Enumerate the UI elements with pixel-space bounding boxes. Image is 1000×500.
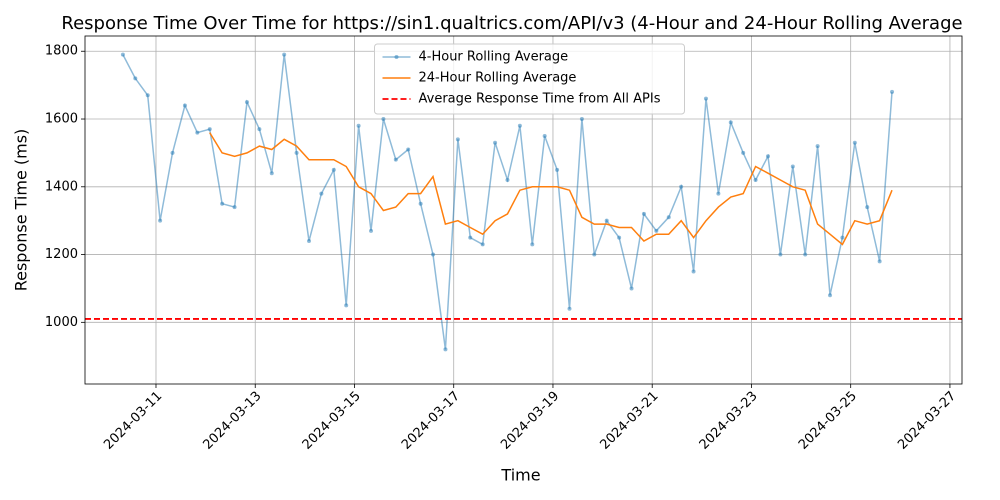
legend-label: Average Response Time from All APIs <box>419 92 661 107</box>
data-point <box>443 347 448 352</box>
data-point <box>629 286 634 291</box>
y-tick-label: 1000 <box>45 315 78 330</box>
x-tick-label: 2024-03-25 <box>796 389 860 453</box>
data-point <box>530 242 535 247</box>
y-tick-label: 1400 <box>45 179 78 194</box>
legend-label: 4-Hour Rolling Average <box>419 50 569 65</box>
data-point <box>567 306 572 311</box>
data-point <box>158 218 163 223</box>
series-line <box>209 132 893 246</box>
y-axis-label: Response Time (ms) <box>12 129 31 292</box>
data-point <box>269 171 274 176</box>
data-point <box>654 228 659 233</box>
data-point <box>257 127 262 132</box>
x-tick-label: 2024-03-19 <box>498 389 562 453</box>
data-point <box>244 100 249 105</box>
data-point <box>617 235 622 240</box>
data-point <box>815 144 820 149</box>
data-point <box>579 117 584 122</box>
x-tick-label: 2024-03-21 <box>597 389 661 453</box>
y-tick-label: 1600 <box>45 112 78 127</box>
data-point <box>542 133 547 138</box>
data-point <box>505 178 510 183</box>
data-point <box>828 293 833 298</box>
data-point <box>778 252 783 257</box>
plot-area <box>120 52 895 352</box>
x-tick-label: 2024-03-11 <box>101 389 165 453</box>
data-point <box>356 123 361 128</box>
legend-box <box>374 43 685 115</box>
data-point <box>319 191 324 196</box>
data-point <box>877 259 882 264</box>
legend: 4-Hour Rolling Average 24-Hour Rolling Av… <box>374 43 685 115</box>
x-tick-label: 2024-03-13 <box>200 389 264 453</box>
data-point <box>369 228 374 233</box>
data-point <box>220 201 225 206</box>
data-point <box>555 167 560 172</box>
data-point <box>765 154 770 159</box>
data-point <box>406 147 411 152</box>
data-point <box>790 164 795 169</box>
x-tick-label: 2024-03-17 <box>399 389 463 453</box>
data-point <box>294 150 299 155</box>
x-axis-label: Time <box>500 466 540 485</box>
data-point <box>641 211 646 216</box>
data-point <box>120 52 125 57</box>
data-point <box>455 137 460 142</box>
data-point <box>890 89 895 94</box>
data-point <box>865 205 870 210</box>
y-tick-label: 1200 <box>45 247 78 262</box>
data-point <box>182 103 187 108</box>
data-point <box>170 150 175 155</box>
data-point <box>381 117 386 122</box>
legend-marker <box>394 55 399 59</box>
data-point <box>282 52 287 57</box>
data-point <box>803 252 808 257</box>
legend-label: 24-Hour Rolling Average <box>419 71 577 86</box>
data-point <box>679 184 684 189</box>
data-point <box>306 239 311 244</box>
data-point <box>517 123 522 128</box>
data-point <box>753 178 758 183</box>
data-point <box>133 76 138 81</box>
data-point <box>145 93 150 98</box>
data-point <box>852 140 857 145</box>
data-point <box>691 269 696 274</box>
data-point <box>493 140 498 145</box>
y-tick-label: 1800 <box>45 44 78 59</box>
data-point <box>728 120 733 125</box>
data-point <box>232 205 237 210</box>
plot-frame <box>84 35 963 385</box>
data-point <box>840 235 845 240</box>
data-point <box>716 191 721 196</box>
data-point <box>195 130 200 135</box>
data-point <box>393 157 398 162</box>
x-tick-label: 2024-03-23 <box>697 389 761 453</box>
data-point <box>344 303 349 308</box>
data-point <box>418 201 423 206</box>
chart-title: Response Time Over Time for https://sin1… <box>61 13 962 34</box>
data-point <box>604 218 609 223</box>
data-point <box>592 252 597 257</box>
data-point <box>480 242 485 247</box>
data-point <box>703 96 708 101</box>
data-point <box>207 127 212 132</box>
data-point <box>331 167 336 172</box>
data-point <box>431 252 436 257</box>
data-point <box>666 215 671 220</box>
x-tick-label: 2024-03-15 <box>300 389 364 453</box>
x-tick-label: 2024-03-27 <box>895 389 959 453</box>
data-point <box>468 235 473 240</box>
data-point <box>741 150 746 155</box>
